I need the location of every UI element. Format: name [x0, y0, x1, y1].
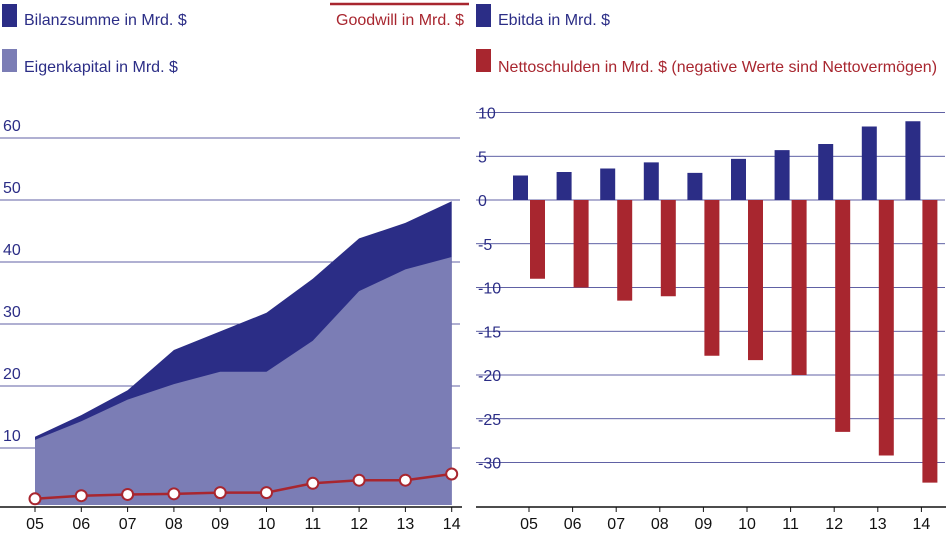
right-ytick-label: -5: [478, 237, 492, 254]
goodwill-point: [398, 473, 412, 487]
right-xtick-label: 13: [869, 516, 887, 533]
right-ytick-label: -10: [478, 281, 501, 298]
right-ytick-label: 10: [478, 106, 496, 123]
left-xtick-label: 07: [119, 516, 137, 533]
bar-nettoschulden: [878, 200, 894, 456]
right-xtick-label: 14: [913, 516, 931, 533]
left-xtick-label: 09: [211, 516, 229, 533]
left-xtick-label: 12: [350, 516, 368, 533]
right-xtick-label: 05: [520, 516, 538, 533]
bar-ebitda: [905, 121, 921, 200]
right-xtick-label: 06: [564, 516, 582, 533]
bar-ebitda: [774, 150, 790, 200]
area-eigenkapital: [35, 257, 452, 505]
right-bar-chart: 10 5 0 -5 -10 -15 -20 -25 -30 05 06 07 08 09 10 11 12 13 1…: [476, 106, 946, 533]
right-xtick-label: 12: [825, 516, 843, 533]
right-ytick-label: -25: [478, 412, 501, 429]
bar-ebitda: [556, 172, 572, 200]
bar-ebitda: [687, 172, 703, 200]
bar-nettoschulden: [922, 200, 938, 483]
right-ytick-label: -15: [478, 324, 501, 341]
left-ytick-label: 40: [3, 242, 21, 259]
bar-nettoschulden: [835, 200, 851, 432]
left-ytick-label: 60: [3, 118, 21, 135]
bar-nettoschulden: [617, 200, 633, 301]
line-goodwill: [34, 472, 452, 501]
right-ytick-label: -20: [478, 368, 501, 385]
legend-label-nettoschulden: Nettoschulden in Mrd. $ (negative Werte …: [498, 59, 937, 76]
left-xtick-label: 11: [304, 516, 321, 533]
bar-nettoschulden: [573, 200, 589, 288]
legend-label-ebitda: Ebitda in Mrd. $: [498, 12, 610, 29]
goodwill-point: [306, 476, 320, 490]
bar-nettoschulden: [530, 200, 545, 279]
left-xtick-label: 08: [165, 516, 183, 533]
bar-ebitda: [600, 168, 616, 200]
bar-nettoschulden: [704, 200, 720, 356]
legend-label-eigenkapital: Eigenkapital in Mrd. $: [24, 59, 178, 76]
bar-nettoschulden: [791, 200, 807, 375]
bar-ebitda: [643, 162, 659, 200]
legend-swatch-nettoschulden: [476, 49, 491, 72]
right-ytick-label: 5: [478, 149, 487, 166]
left-xtick-label: 06: [72, 516, 90, 533]
goodwill-point: [28, 492, 42, 506]
left-xtick-label: 05: [26, 516, 44, 533]
left-ytick-label: 20: [3, 366, 21, 383]
goodwill-point: [167, 487, 181, 501]
legend-label-goodwill: Goodwill in Mrd. $: [336, 12, 464, 29]
left-xtick-label: 13: [397, 516, 415, 533]
legend-swatch-ebitda: [476, 4, 491, 27]
legend-swatch-bilanzsumme: [2, 4, 17, 27]
left-ytick-label: 30: [3, 304, 21, 321]
goodwill-point: [74, 489, 88, 503]
bar-ebitda: [513, 175, 528, 200]
right-xtick-label: 09: [695, 516, 713, 533]
goodwill-point: [260, 486, 273, 500]
right-xtick-label: 08: [651, 516, 669, 533]
right-ytick-label: 0: [478, 193, 487, 210]
right-ytick-label: -30: [478, 456, 501, 473]
right-xtick-label: 10: [738, 516, 756, 533]
goodwill-point: [352, 473, 366, 487]
left-area-chart: 10 20 30 40 50 60 05 06 07 08 09 10 11 12 13 14: [0, 118, 462, 533]
legend-label-bilanzsumme: Bilanzsumme in Mrd. $: [24, 12, 187, 29]
bar-nettoschulden: [660, 200, 676, 297]
left-ytick-label: 50: [3, 180, 21, 197]
left-xtick-label: 14: [443, 516, 461, 533]
legend-swatch-eigenkapital: [2, 49, 17, 72]
goodwill-point: [445, 467, 459, 481]
bar-ebitda: [861, 126, 877, 200]
right-xtick-label: 07: [607, 516, 625, 533]
goodwill-point: [213, 486, 227, 500]
goodwill-point: [121, 487, 135, 501]
bar-ebitda: [818, 144, 834, 200]
bar-nettoschulden: [748, 200, 763, 361]
bar-ebitda: [731, 158, 746, 200]
left-xtick-label: 10: [258, 516, 276, 533]
left-ytick-label: 10: [3, 428, 21, 445]
right-xtick-label: 11: [782, 516, 799, 533]
